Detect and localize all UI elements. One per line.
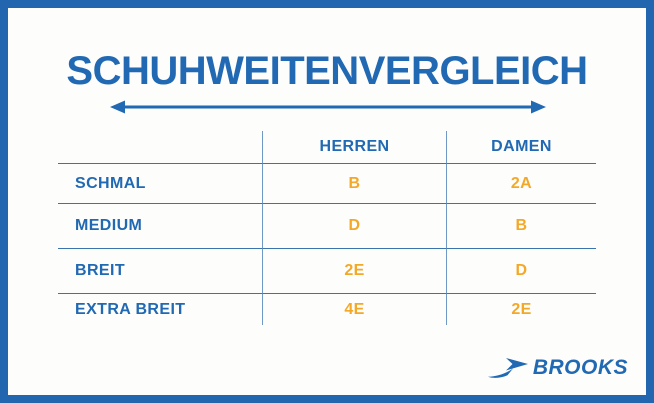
row-label-schmal: SCHMAL <box>58 163 262 203</box>
brooks-wordmark: BROOKS <box>532 356 628 379</box>
value-schmal-damen: 2A <box>446 163 596 203</box>
value-extra-breit-damen: 2E <box>446 293 596 325</box>
column-header-herren: HERREN <box>262 131 446 163</box>
row-label-extra-breit: EXTRA BREIT <box>58 293 262 325</box>
brooks-swoosh-arrow-icon <box>487 357 528 379</box>
value-breit-herren: 2E <box>262 248 446 293</box>
row-label-breit: BREIT <box>58 248 262 293</box>
column-header-damen: DAMEN <box>446 131 596 163</box>
value-medium-herren: D <box>262 203 446 248</box>
row-label-medium: MEDIUM <box>58 203 262 248</box>
header-blank-cell <box>58 131 262 163</box>
value-breit-damen: D <box>446 248 596 293</box>
value-extra-breit-herren: 4E <box>262 293 446 325</box>
width-comparison-table: HERREN DAMEN SCHMAL B 2A MEDIUM D B BREI… <box>58 131 596 325</box>
value-medium-damen: B <box>446 203 596 248</box>
double-headed-arrow-icon <box>110 99 546 115</box>
page-title: SCHUHWEITENVERGLEICH <box>66 49 588 93</box>
value-schmal-herren: B <box>262 163 446 203</box>
brooks-logo: BROOKS <box>487 356 628 380</box>
